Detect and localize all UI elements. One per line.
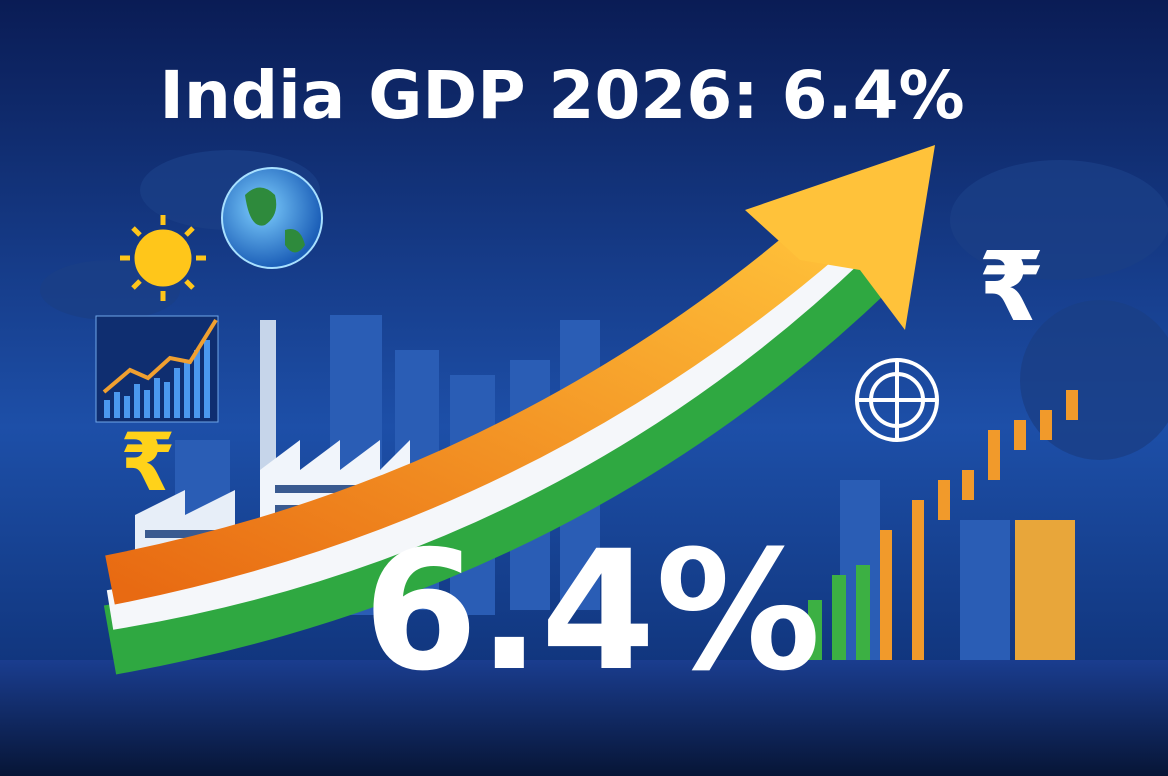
green-bars	[808, 565, 870, 660]
rupee-symbol: ₹	[978, 231, 1045, 343]
sun-icon	[120, 215, 206, 301]
candles	[880, 390, 1078, 660]
mini-chart	[95, 315, 219, 423]
rupee-symbol: ₹	[120, 416, 176, 509]
headline-figure: 6.4%	[363, 515, 821, 707]
growth-arrow	[103, 145, 935, 675]
globe-land	[245, 187, 305, 253]
title: India GDP 2026: 6.4%	[159, 57, 964, 134]
ground	[0, 660, 1168, 776]
un-emblem	[855, 358, 939, 442]
tower	[1015, 520, 1075, 660]
